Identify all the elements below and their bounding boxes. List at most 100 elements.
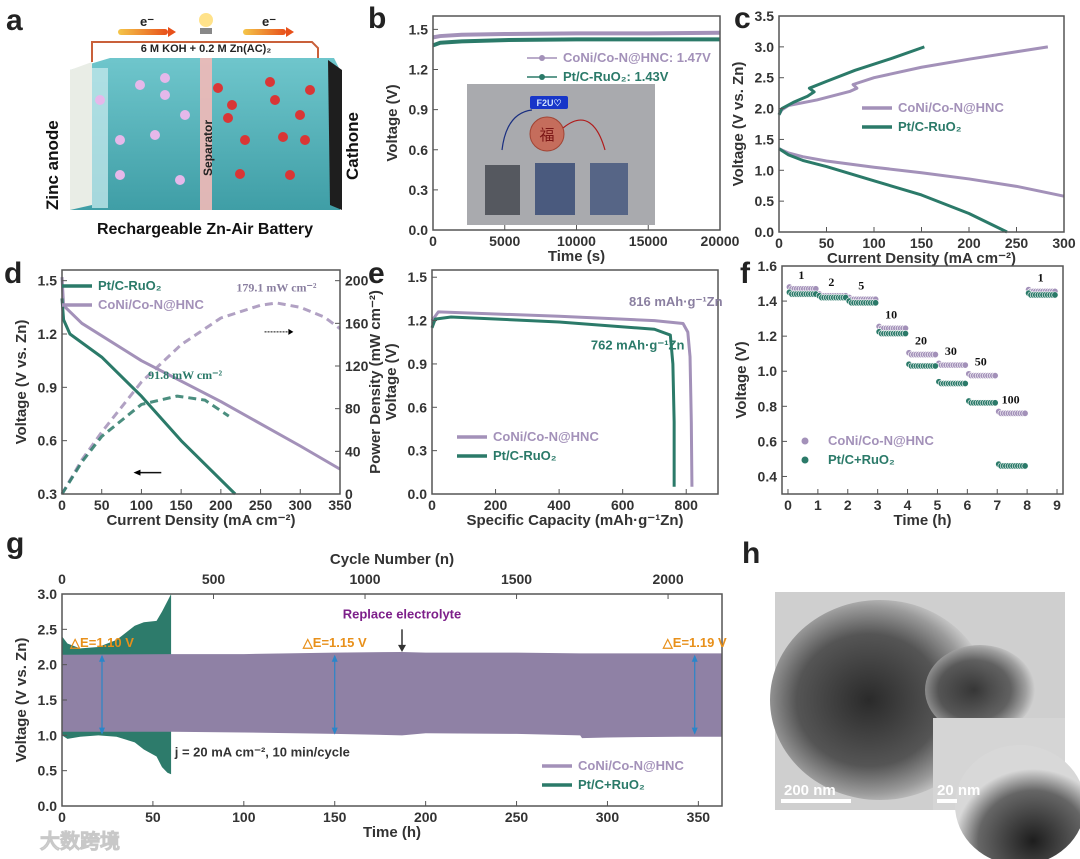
y-tick-label: 0.9 <box>408 356 428 372</box>
delta-e-arrowhead-down <box>331 727 338 735</box>
area-series-coni <box>62 651 722 739</box>
peak-power-label-pt: 91.8 mW cm⁻² <box>148 368 222 382</box>
x-tick-label: 4 <box>904 497 912 513</box>
legend-marker-coni <box>539 55 545 61</box>
current-density-label: 100 <box>1002 392 1020 406</box>
replace-electrolyte-arrowhead <box>398 644 406 652</box>
x2-tick-label: 1000 <box>349 571 380 587</box>
watermark: 大数跨境 <box>40 829 120 853</box>
led-display <box>530 96 568 109</box>
anode-label: Zinc anode <box>43 120 62 210</box>
battery-cell-1 <box>485 165 520 215</box>
x2-tick-label: 500 <box>202 571 226 587</box>
delta-e-label: △E=1.19 V <box>662 635 727 650</box>
y-tick-label: 3.0 <box>38 586 58 602</box>
data-point-pt <box>991 399 999 407</box>
tem-image: 200 nm 20 nm <box>770 592 1080 859</box>
x-tick-label: 250 <box>249 497 273 513</box>
y-tick-label: 1.2 <box>408 313 428 329</box>
zn-ion-particle <box>160 73 170 83</box>
legend-marker-pt <box>539 74 545 80</box>
panel-label-e: e <box>368 257 385 290</box>
x2-tick-label: 0 <box>58 571 66 587</box>
chart-panel-b: 0 5000 10000 15000 20000 0.0 0.3 0.6 0.9 1.2 1.5 Ti… <box>384 15 740 265</box>
y-tick-label: 0.5 <box>755 193 775 209</box>
external-circuit-wire <box>91 41 319 62</box>
y-tick-label: 1.6 <box>758 258 778 274</box>
hydroxide-ion-particle <box>278 132 288 142</box>
hydroxide-ion-particle <box>300 135 310 145</box>
bulb-base <box>200 28 212 34</box>
scale-bar-inset <box>937 799 957 803</box>
x-axis-title: Time (s) <box>548 248 605 265</box>
data-point-coni <box>961 361 969 369</box>
electron-arrow-left <box>118 29 168 35</box>
y-tick-label: 0.3 <box>408 443 428 459</box>
legend-marker-coni <box>801 437 809 445</box>
zinc-anode-plate <box>70 62 92 210</box>
x-axis-title: Current Density (mA cm⁻²) <box>106 512 295 529</box>
hydroxide-ion-particle <box>285 170 295 180</box>
x-tick-label: 10000 <box>557 233 596 249</box>
y-tick-label: 0.6 <box>408 399 428 415</box>
zn-ion-particle <box>175 175 185 185</box>
left-axis-arrowhead <box>133 469 141 476</box>
series-line-pt-power <box>60 394 230 495</box>
legend-label-pt: Pt/C-RuO₂ <box>493 448 557 463</box>
y-tick-label: 0.3 <box>409 182 429 198</box>
x2-tick-label: 1500 <box>501 571 532 587</box>
x-tick-label: 15000 <box>629 233 668 249</box>
legend-label-pt: Pt/C-RuO₂: 1.43V <box>563 69 669 84</box>
plot-frame <box>431 269 719 495</box>
hydroxide-ion-particle <box>270 95 280 105</box>
zn-ion-particle <box>160 90 170 100</box>
y2-axis-title: Power Density (mW cm⁻²) <box>367 290 384 474</box>
x-tick-label: 3 <box>874 497 882 513</box>
data-point-coni <box>991 372 999 380</box>
x-tick-label: 200 <box>414 809 438 825</box>
data-point-coni <box>931 351 939 359</box>
tem-particle <box>925 645 1035 735</box>
series-line-coni <box>778 147 1065 198</box>
x-tick-label: 100 <box>232 809 256 825</box>
current-density-label: 2 <box>828 275 834 289</box>
x-tick-label: 800 <box>675 497 699 513</box>
separator-membrane <box>200 58 212 210</box>
y-tick-label: 0.3 <box>38 486 58 502</box>
ion-particles <box>95 73 315 185</box>
y2-tick-label: 120 <box>345 358 369 374</box>
y-tick-label: 1.5 <box>408 269 428 285</box>
x-tick-label: 2 <box>844 497 852 513</box>
legend-label-coni: CoNi/Co-N@HNC <box>828 433 934 448</box>
scale-label-inset: 20 nm <box>937 782 980 799</box>
charts: 0 5000 10000 15000 200000.00.30.60.91.21.5Ti… <box>13 8 1076 841</box>
y-tick-label: 1.5 <box>409 21 429 37</box>
data-point-pt <box>1051 291 1059 299</box>
y-tick-label: 2.0 <box>755 101 775 117</box>
x-axis-title: Time (h) <box>363 824 421 841</box>
data-point-pt <box>901 330 909 338</box>
capacity-label-pt: 762 mAh·g⁻¹Zn <box>591 337 685 352</box>
y2-tick-label: 160 <box>345 315 369 331</box>
data-point-pt <box>872 299 880 307</box>
x-axis-title: Current Density (mA cm⁻²) <box>827 250 1016 267</box>
legend-label-pt: Pt/C-RuO₂ <box>98 278 162 293</box>
y-tick-label: 1.5 <box>38 273 58 289</box>
series-line-coni-power <box>60 301 341 495</box>
delta-e-label: △E=1.10 V <box>69 635 134 650</box>
y-tick-label: 2.0 <box>38 657 58 673</box>
x-tick-label: 7 <box>993 497 1001 513</box>
current-density-label: 10 <box>885 307 897 321</box>
hydroxide-ion-particle <box>265 77 275 87</box>
x2-tick-label: 2000 <box>652 571 683 587</box>
x-tick-label: 0 <box>775 235 783 251</box>
x-tick-label: 300 <box>289 497 313 513</box>
x-tick-label: 150 <box>169 497 193 513</box>
y-tick-label: 0.8 <box>758 398 778 414</box>
y-tick-label: 1.5 <box>38 692 58 708</box>
current-density-label: 20 <box>915 334 927 348</box>
series-line-pt <box>778 147 1008 234</box>
x-tick-label: 5000 <box>489 233 520 249</box>
y-tick-label: 1.2 <box>758 328 778 344</box>
y-tick-label: 3.5 <box>755 8 775 24</box>
